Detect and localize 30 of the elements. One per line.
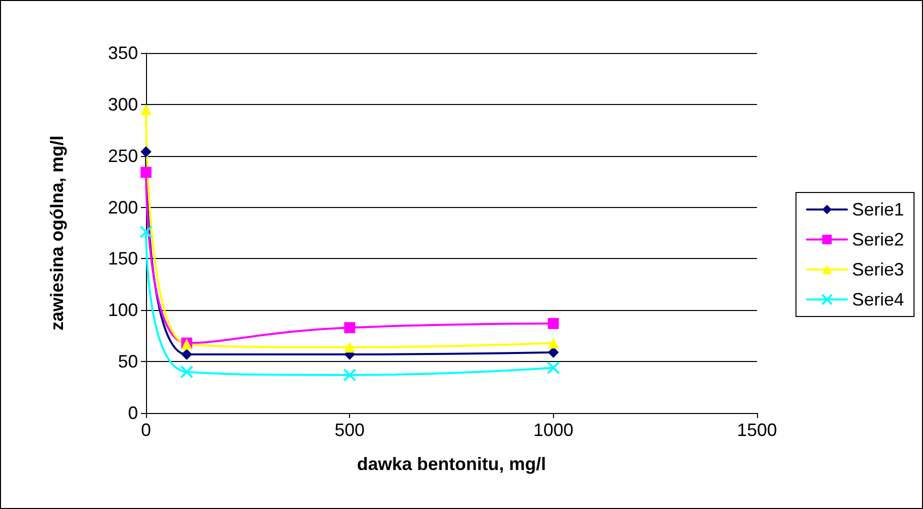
- point: [343, 368, 356, 382]
- y-axis-title: zawiesina ogólna, mg/l: [47, 135, 67, 331]
- point: [344, 322, 356, 334]
- point: [140, 104, 152, 116]
- x-axis-title: dawka bentonitu, mg/l: [356, 454, 546, 474]
- x-tick-label: 1000: [533, 420, 574, 440]
- point: [180, 365, 194, 378]
- y-tick-label: 200: [108, 197, 138, 218]
- point: [140, 225, 152, 238]
- point: [140, 146, 152, 158]
- y-tick-label: 300: [108, 94, 138, 114]
- x-tick-label: 1500: [736, 420, 778, 440]
- y-tick-label: 150: [108, 248, 138, 269]
- legend-label: Serie1: [852, 200, 904, 220]
- legend-label: Serie2: [852, 230, 904, 250]
- legend-label: Serie3: [852, 260, 904, 280]
- point: [140, 166, 152, 178]
- y-tick-label: 250: [108, 146, 138, 166]
- y-tick-label: 0: [128, 403, 138, 423]
- point: [546, 361, 560, 374]
- x-tick-label: 0: [140, 420, 152, 440]
- x-tick-label: 500: [334, 420, 365, 440]
- point: [344, 342, 356, 353]
- y-tick-label: 350: [108, 43, 138, 63]
- point: [548, 318, 559, 330]
- point: [181, 348, 192, 360]
- legend-label: Serie4: [852, 290, 904, 310]
- y-tick-label: 50: [118, 352, 138, 372]
- point: [548, 338, 559, 349]
- y-tick-label: 100: [108, 300, 138, 320]
